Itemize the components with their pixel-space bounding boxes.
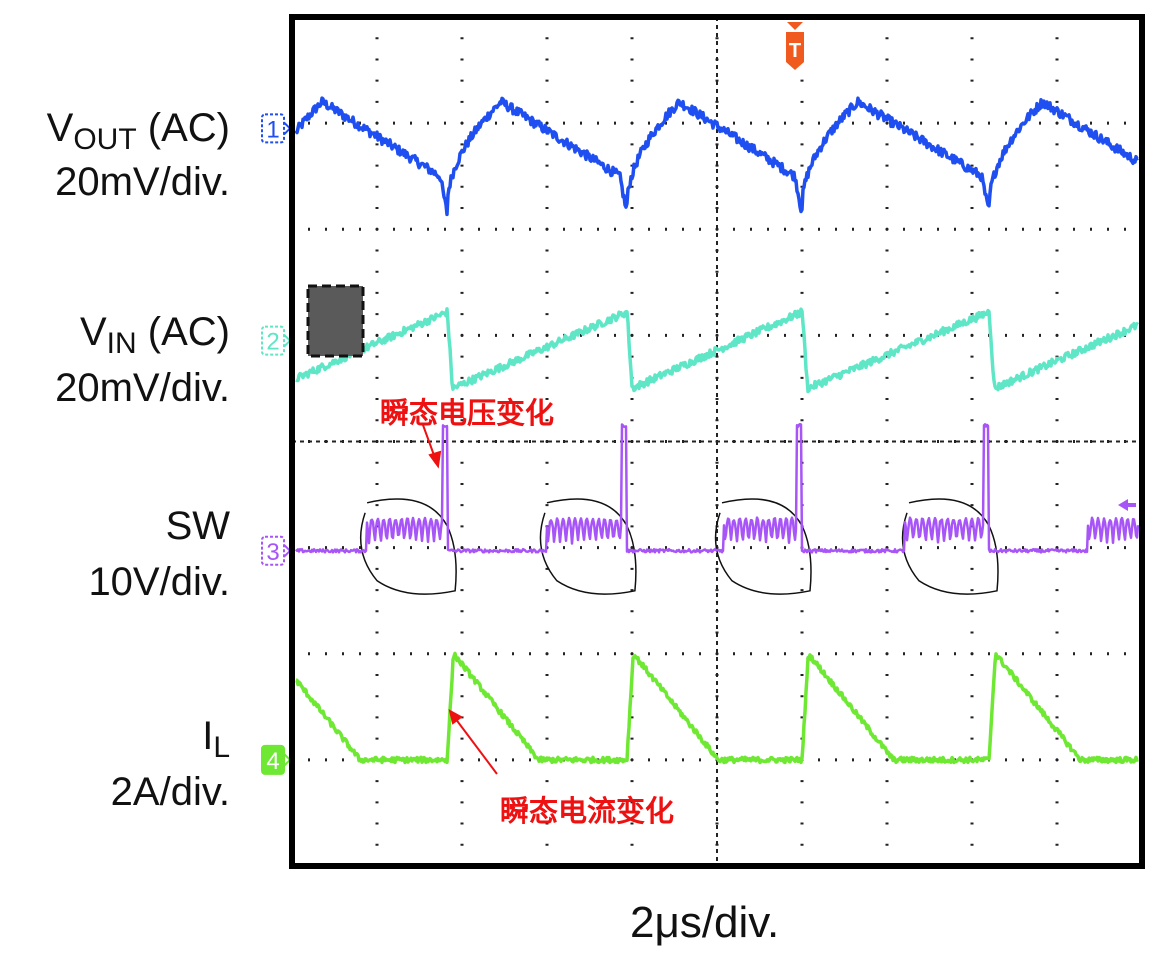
annotation-arrows [422, 424, 498, 775]
channel-marker-box [261, 113, 285, 144]
channel-marker-box [261, 535, 285, 566]
annotation-voltage-transient: 瞬态电压变化 [380, 398, 555, 430]
channel-marker-number: 4 [266, 748, 279, 775]
channel-marker-number: 3 [266, 539, 279, 566]
ch2-scale: 20mV/div. [55, 366, 230, 410]
ch2-label: VIN (AC) [79, 310, 230, 360]
svg-text:T: T [789, 40, 801, 62]
ch1-label: VOUT (AC) [46, 106, 230, 156]
plot-frame [289, 14, 1145, 869]
ch3-label: SW [165, 504, 230, 548]
channel-marker-number: 1 [266, 116, 279, 143]
traces [294, 96, 1140, 765]
sw-level-arrow-icon [1118, 499, 1136, 511]
ch4-scale: 2A/div. [110, 770, 230, 814]
ch4-label: IL [202, 714, 230, 764]
hand-drawn-circle [714, 498, 812, 595]
channel-marker-box [261, 744, 285, 775]
channel-marker-4: 4 [261, 744, 292, 775]
ch1-scale: 20mV/div. [55, 160, 230, 204]
hand-drawn-circle [359, 498, 457, 595]
channel-marker-3: 3 [261, 535, 292, 566]
hand-drawn-circle [901, 498, 999, 595]
trace-ch1 [294, 96, 1139, 217]
trace-ch4 [295, 651, 1139, 765]
channel-marker-number: 2 [266, 329, 279, 356]
trigger-marker-icon: T [786, 22, 804, 70]
hand-drawn-circle [539, 498, 637, 595]
channel-marker-2: 2 [261, 325, 292, 356]
ch3-scale: 10V/div. [88, 560, 230, 604]
channel-marker-1: 1 [261, 113, 292, 144]
redaction-box [306, 284, 365, 358]
trace-ch3 [295, 422, 1140, 554]
x-axis-label: 2μs/div. [630, 898, 780, 947]
hand-drawn-circles [359, 498, 999, 595]
channel-marker-box [261, 325, 285, 356]
trace-ch2 [295, 307, 1140, 394]
grid [292, 17, 1142, 866]
channel-markers: 1 2 3 4 [261, 113, 292, 775]
annotation-current-transient: 瞬态电流变化 [500, 796, 675, 828]
